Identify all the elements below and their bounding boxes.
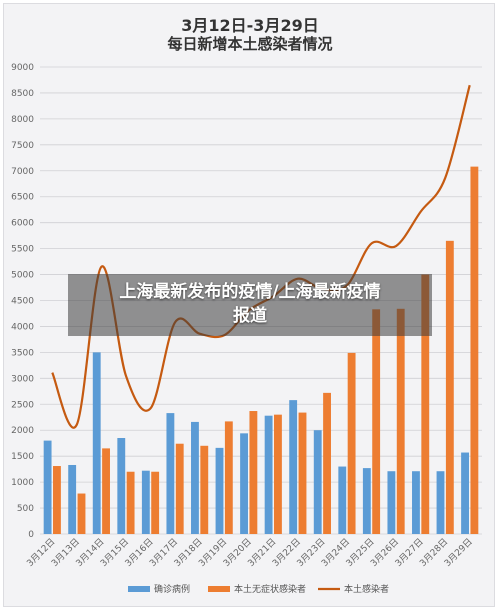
bar-asymptomatic (445, 240, 454, 535)
bar-asymptomatic (274, 414, 282, 534)
y-tick-label: 8500 (11, 89, 34, 99)
y-tick-label: 8000 (11, 115, 34, 125)
bar-confirmed (43, 440, 52, 534)
y-tick-label: 5500 (11, 245, 34, 255)
y-tick-label: 5000 (11, 271, 34, 281)
y-tick-label: 7000 (11, 167, 34, 177)
bar-confirmed (166, 413, 175, 534)
y-tick-label: 3000 (11, 374, 34, 384)
legend-label: 本土感染者 (344, 583, 389, 595)
bar-confirmed (117, 438, 126, 534)
bar-asymptomatic (298, 412, 307, 534)
bar-confirmed (436, 471, 445, 534)
caption-line-2: 报道 (233, 306, 267, 326)
bar-asymptomatic (421, 274, 430, 534)
y-tick-label: 6500 (11, 193, 34, 203)
y-tick-label: 7500 (11, 141, 34, 151)
legend-swatch (208, 586, 230, 592)
caption-overlay (68, 274, 432, 336)
y-tick-label: 2000 (11, 426, 34, 436)
bar-asymptomatic (372, 309, 381, 534)
chart-subtitle: 每日新增本土感染者情况 (167, 35, 333, 53)
bar-asymptomatic (249, 411, 258, 534)
bar-confirmed (141, 470, 150, 534)
bar-asymptomatic (53, 466, 61, 534)
bar-confirmed (240, 433, 248, 534)
y-tick-label: 4500 (11, 297, 34, 307)
bar-confirmed (387, 471, 396, 534)
y-tick-label: 0 (28, 530, 34, 540)
bar-asymptomatic (126, 471, 135, 534)
bar-asymptomatic (347, 352, 356, 534)
bar-asymptomatic (175, 443, 184, 534)
legend-swatch (128, 586, 150, 592)
bar-confirmed (191, 421, 199, 534)
y-tick-label: 6000 (11, 219, 34, 229)
y-tick-label: 1500 (11, 452, 34, 462)
legend-label: 确诊病例 (154, 583, 190, 595)
y-tick-label: 500 (17, 504, 34, 514)
y-tick-label: 9000 (11, 63, 34, 73)
bar-asymptomatic (323, 392, 331, 534)
y-tick-label: 4000 (11, 322, 34, 332)
bar-asymptomatic (151, 471, 160, 534)
y-tick-label: 3500 (11, 348, 34, 358)
bar-asymptomatic (224, 421, 233, 534)
bar-asymptomatic (470, 166, 479, 535)
caption-line-1: 上海最新发布的疫情/上海最新疫情 (119, 282, 381, 302)
bar-confirmed (215, 447, 224, 534)
y-tick-label: 2500 (11, 400, 34, 410)
bar-confirmed (313, 430, 322, 534)
bar-confirmed (289, 400, 298, 534)
bar-asymptomatic (77, 493, 86, 534)
bar-confirmed (362, 468, 371, 534)
y-tick-label: 1000 (11, 478, 34, 488)
bar-asymptomatic (102, 448, 110, 534)
bar-confirmed (461, 452, 469, 534)
bar-confirmed (338, 466, 347, 534)
bar-confirmed (264, 415, 273, 534)
bar-confirmed (92, 352, 101, 534)
bar-asymptomatic (200, 445, 209, 534)
bar-asymptomatic (396, 308, 405, 534)
bar-confirmed (412, 471, 420, 534)
bar-confirmed (68, 464, 77, 534)
chart-title: 3月12日-3月29日 (181, 16, 319, 35)
legend-label: 本土无症状感染者 (234, 583, 306, 595)
caption-text: 上海最新发布的疫情/上海最新疫情 报道 (68, 280, 432, 328)
